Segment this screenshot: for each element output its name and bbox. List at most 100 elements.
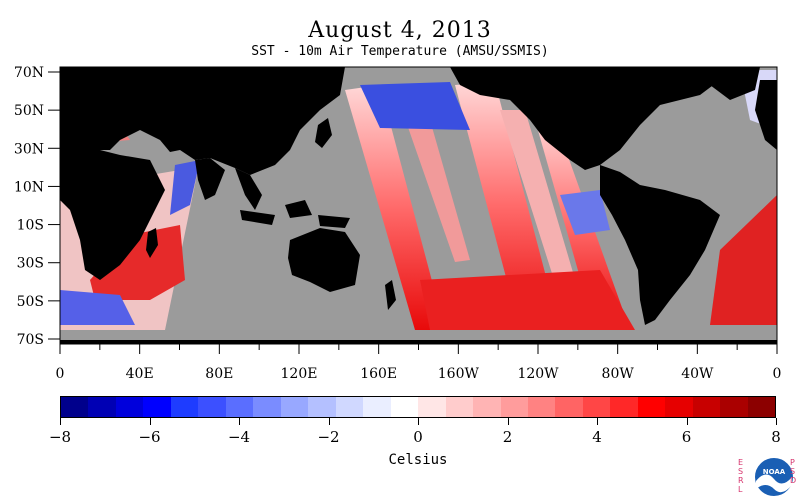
lat-label: 10N bbox=[14, 179, 44, 195]
colorbar-tick-label: −4 bbox=[227, 428, 251, 446]
map-subtitle: SST - 10m Air Temperature (AMSU/SSMIS) bbox=[251, 44, 549, 59]
noaa-logo: NOAA bbox=[753, 456, 795, 498]
swath-pacific-2 bbox=[395, 85, 470, 262]
colorbar-tick-label: −6 bbox=[138, 428, 161, 446]
lon-label: 80E bbox=[205, 366, 233, 382]
swath-pacific-1 bbox=[345, 85, 445, 330]
colorbar-tick bbox=[328, 418, 330, 425]
colorbar-swatch bbox=[390, 397, 419, 417]
colorbar-swatch bbox=[747, 397, 776, 417]
colorbar-tick-label: −2 bbox=[317, 428, 340, 446]
swath-pacific-3 bbox=[455, 82, 560, 330]
colorbar-tick bbox=[597, 418, 598, 425]
colorbar-tick bbox=[507, 418, 509, 425]
land-madagascar bbox=[146, 228, 158, 258]
colorbar-swatch bbox=[720, 397, 748, 417]
colorbar-tick-label: 6 bbox=[681, 428, 692, 446]
land-south-america bbox=[600, 165, 720, 325]
colorbar-tick bbox=[239, 418, 240, 425]
colorbar-tick-label: −8 bbox=[48, 428, 72, 446]
lon-label: 160W bbox=[438, 366, 480, 382]
land-se-asia bbox=[235, 168, 262, 210]
colorbar-swatch bbox=[88, 397, 116, 417]
colorbar-tick bbox=[149, 418, 151, 425]
colorbar-swatch bbox=[692, 397, 721, 417]
lon-label: 0 bbox=[56, 366, 65, 382]
swath-atlantic-south bbox=[710, 195, 777, 325]
colorbar-swatch bbox=[253, 397, 281, 417]
lon-label: 80W bbox=[602, 366, 635, 382]
colorbar-swatch bbox=[418, 397, 446, 417]
land-greenland bbox=[700, 67, 760, 100]
colorbar-tick-label: 8 bbox=[771, 428, 781, 446]
land-new-zealand bbox=[385, 280, 396, 310]
colorbar-swatch bbox=[500, 397, 528, 417]
land-north-america bbox=[450, 67, 720, 170]
colorbar-tick-label: 2 bbox=[502, 428, 513, 446]
latitude-axis: 70N 50N 30N 10N 10S 30S 50S 70S bbox=[14, 65, 60, 348]
colorbar-swatch bbox=[61, 397, 89, 417]
lat-label: 70S bbox=[17, 332, 44, 348]
swath-atlantic-blue bbox=[560, 190, 610, 235]
colorbar-tick bbox=[60, 418, 61, 425]
colorbar-swatch bbox=[280, 397, 309, 417]
lat-label: 30S bbox=[17, 256, 44, 272]
colorbar bbox=[60, 396, 776, 418]
colorbar-tick-label: 4 bbox=[592, 428, 602, 446]
land bbox=[60, 67, 777, 344]
land-africa bbox=[60, 150, 165, 280]
colorbar-swatch bbox=[363, 397, 391, 417]
colorbar-swatch bbox=[445, 397, 474, 417]
lon-label: 0 bbox=[773, 366, 782, 382]
land-indonesia-2 bbox=[285, 200, 312, 218]
colorbar-swatch bbox=[225, 397, 254, 417]
colorbar-tick bbox=[418, 418, 419, 425]
land-eurasia bbox=[60, 67, 345, 175]
colorbar-swatch bbox=[555, 397, 583, 417]
lat-label: 50N bbox=[14, 103, 44, 119]
land-india bbox=[195, 158, 225, 200]
colorbar-tick bbox=[776, 418, 777, 425]
colorbar-tick bbox=[686, 418, 688, 425]
lon-label: 120W bbox=[517, 366, 559, 382]
land-australia bbox=[288, 228, 360, 292]
lon-label: 160E bbox=[360, 366, 397, 382]
lat-label: 70N bbox=[14, 65, 44, 81]
land-japan bbox=[315, 118, 332, 148]
land-europe-east bbox=[755, 80, 777, 150]
colorbar-swatch bbox=[582, 397, 611, 417]
colorbar-swatch bbox=[170, 397, 199, 417]
svg-text:NOAA: NOAA bbox=[763, 468, 786, 476]
colorbar-swatch bbox=[665, 397, 693, 417]
colorbar-swatch bbox=[335, 397, 364, 417]
colorbar-swatch bbox=[198, 397, 226, 417]
swath-north-pacific-blue bbox=[360, 82, 470, 130]
colorbar-tick-label: 0 bbox=[413, 428, 423, 446]
colorbar-swatch bbox=[308, 397, 336, 417]
land-indonesia-1 bbox=[240, 210, 275, 225]
longitude-axis: 0 40E 80E 120E 160E 160W 120W 80W 40W 0 bbox=[56, 344, 782, 382]
land-new-guinea bbox=[318, 215, 350, 228]
colorbar-title: Celsius bbox=[388, 452, 448, 468]
colorbar-swatch bbox=[115, 397, 144, 417]
lon-label: 40E bbox=[126, 366, 154, 382]
sst-map: 70N 50N 30N 10N 10S 30S 50S 70S 0 40E 80E 120E 160E… bbox=[14, 65, 782, 382]
lat-label: 10S bbox=[17, 218, 44, 234]
swath-indian-red bbox=[90, 225, 185, 300]
lon-label: 40W bbox=[681, 366, 714, 382]
colorbar-swatch bbox=[473, 397, 501, 417]
lat-label: 30N bbox=[14, 141, 44, 157]
land-antarctica bbox=[60, 340, 777, 344]
lat-label: 50S bbox=[17, 294, 44, 310]
colorbar-swatch bbox=[143, 397, 171, 417]
colorbar-swatch bbox=[527, 397, 556, 417]
map-title: August 4, 2013 bbox=[308, 18, 492, 43]
swath-indian-blue2 bbox=[170, 160, 200, 215]
swath-south-pacific-red bbox=[420, 270, 635, 330]
swath-indian-blue bbox=[60, 290, 135, 325]
colorbar-swatch bbox=[637, 397, 666, 417]
lon-label: 120E bbox=[281, 366, 318, 382]
colorbar-swatch bbox=[610, 397, 638, 417]
